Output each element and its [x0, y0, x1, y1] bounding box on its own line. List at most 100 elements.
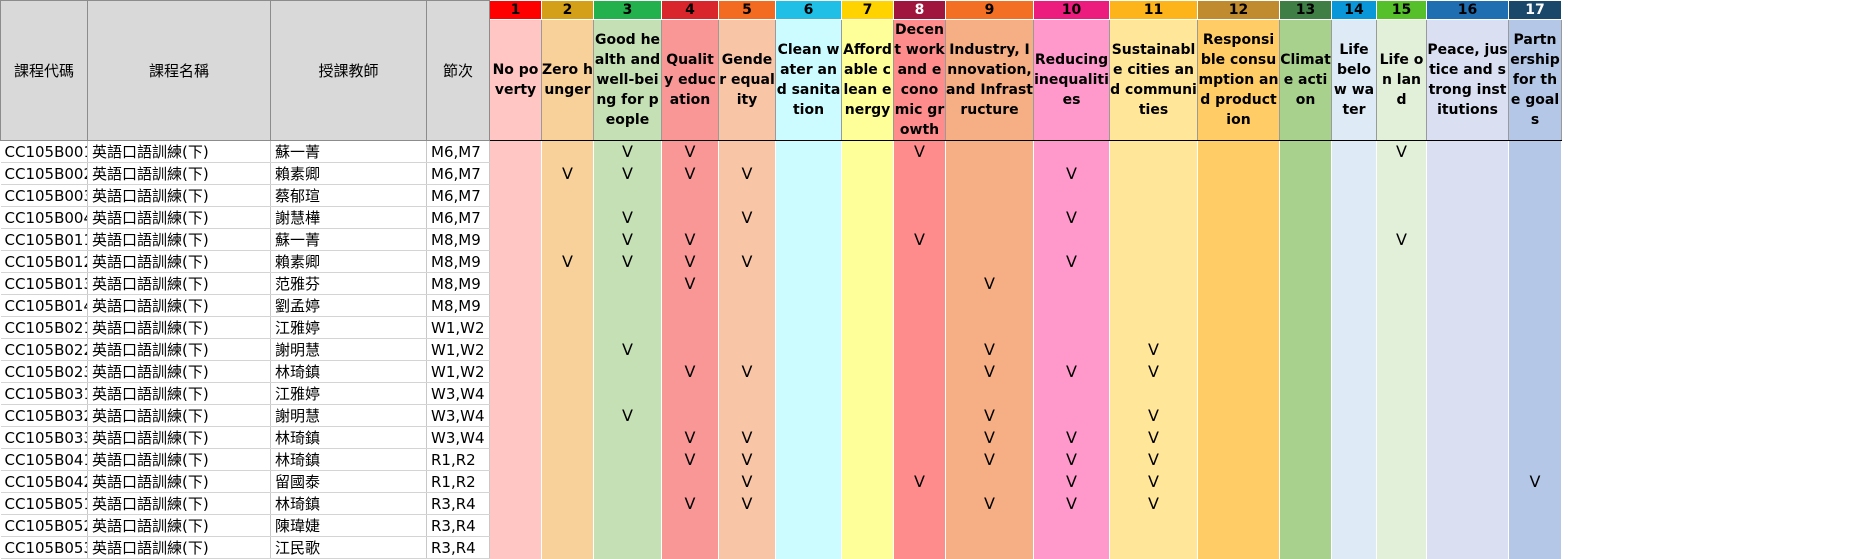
- goal-cell-4[interactable]: [661, 294, 719, 317]
- goal-cell-16[interactable]: [1426, 250, 1509, 273]
- goal-cell-10[interactable]: [1033, 404, 1110, 427]
- goal-cell-4[interactable]: V: [661, 140, 719, 163]
- goal-cell-7[interactable]: [841, 382, 894, 405]
- goal-cell-7[interactable]: [841, 294, 894, 317]
- course-code-cell[interactable]: CC105B041: [0, 448, 88, 471]
- goal-cell-17[interactable]: [1508, 514, 1562, 537]
- goal-number-17[interactable]: 17: [1508, 0, 1562, 20]
- period-cell[interactable]: M8,M9: [426, 228, 490, 251]
- goal-cell-3[interactable]: V: [593, 162, 662, 185]
- goal-cell-7[interactable]: [841, 338, 894, 361]
- goal-cell-15[interactable]: [1376, 536, 1427, 559]
- goal-cell-1[interactable]: [489, 184, 542, 207]
- teacher-cell[interactable]: 林琦鎮: [270, 360, 427, 383]
- header-period[interactable]: 節次: [426, 0, 490, 141]
- goal-cell-9[interactable]: [945, 382, 1034, 405]
- goal-cell-17[interactable]: [1508, 404, 1562, 427]
- goal-cell-11[interactable]: [1109, 294, 1198, 317]
- goal-cell-10[interactable]: [1033, 184, 1110, 207]
- goal-cell-8[interactable]: [893, 162, 946, 185]
- goal-cell-11[interactable]: [1109, 250, 1198, 273]
- course-code-cell[interactable]: CC105B031: [0, 382, 88, 405]
- goal-cell-3[interactable]: [593, 360, 662, 383]
- teacher-cell[interactable]: 江雅婷: [270, 382, 427, 405]
- goal-cell-5[interactable]: V: [718, 206, 776, 229]
- period-cell[interactable]: M6,M7: [426, 184, 490, 207]
- goal-cell-5[interactable]: V: [718, 470, 776, 493]
- course-name-cell[interactable]: 英語口語訓練(下): [87, 162, 271, 185]
- goal-cell-8[interactable]: [893, 184, 946, 207]
- goal-cell-12[interactable]: [1197, 514, 1280, 537]
- course-name-cell[interactable]: 英語口語訓練(下): [87, 338, 271, 361]
- goal-cell-16[interactable]: [1426, 470, 1509, 493]
- goal-cell-13[interactable]: [1279, 514, 1332, 537]
- goal-cell-15[interactable]: [1376, 514, 1427, 537]
- goal-cell-14[interactable]: [1331, 426, 1377, 449]
- goal-cell-6[interactable]: [775, 140, 842, 163]
- period-cell[interactable]: W3,W4: [426, 382, 490, 405]
- goal-cell-17[interactable]: [1508, 206, 1562, 229]
- goal-cell-3[interactable]: [593, 316, 662, 339]
- teacher-cell[interactable]: 蔡郁瑄: [270, 184, 427, 207]
- course-code-cell[interactable]: CC105B053: [0, 536, 88, 559]
- goal-cell-4[interactable]: [661, 382, 719, 405]
- goal-cell-3[interactable]: [593, 272, 662, 295]
- goal-number-8[interactable]: 8: [893, 0, 946, 20]
- teacher-cell[interactable]: 劉孟婷: [270, 294, 427, 317]
- goal-cell-7[interactable]: [841, 206, 894, 229]
- header-course-code[interactable]: 課程代碼: [0, 0, 88, 141]
- goal-cell-6[interactable]: [775, 250, 842, 273]
- goal-cell-8[interactable]: [893, 250, 946, 273]
- goal-cell-8[interactable]: [893, 536, 946, 559]
- teacher-cell[interactable]: 謝明慧: [270, 338, 427, 361]
- goal-cell-14[interactable]: [1331, 228, 1377, 251]
- goal-cell-2[interactable]: [541, 184, 594, 207]
- goal-cell-13[interactable]: [1279, 162, 1332, 185]
- goal-cell-16[interactable]: [1426, 162, 1509, 185]
- goal-cell-17[interactable]: [1508, 316, 1562, 339]
- goal-cell-12[interactable]: [1197, 382, 1280, 405]
- goal-cell-4[interactable]: V: [661, 448, 719, 471]
- goal-cell-5[interactable]: [718, 272, 776, 295]
- course-name-cell[interactable]: 英語口語訓練(下): [87, 360, 271, 383]
- goal-cell-1[interactable]: [489, 448, 542, 471]
- course-name-cell[interactable]: 英語口語訓練(下): [87, 404, 271, 427]
- goal-cell-11[interactable]: [1109, 228, 1198, 251]
- goal-cell-13[interactable]: [1279, 272, 1332, 295]
- goal-cell-13[interactable]: [1279, 184, 1332, 207]
- teacher-cell[interactable]: 范雅芬: [270, 272, 427, 295]
- goal-cell-6[interactable]: [775, 382, 842, 405]
- goal-cell-12[interactable]: [1197, 272, 1280, 295]
- goal-number-4[interactable]: 4: [661, 0, 719, 20]
- goal-cell-10[interactable]: [1033, 272, 1110, 295]
- goal-label-4[interactable]: Quality education: [661, 19, 719, 141]
- goal-cell-11[interactable]: [1109, 382, 1198, 405]
- goal-cell-16[interactable]: [1426, 294, 1509, 317]
- goal-cell-15[interactable]: [1376, 448, 1427, 471]
- goal-cell-10[interactable]: V: [1033, 206, 1110, 229]
- goal-cell-3[interactable]: V: [593, 250, 662, 273]
- goal-cell-1[interactable]: [489, 294, 542, 317]
- goal-cell-4[interactable]: [661, 206, 719, 229]
- goal-cell-8[interactable]: [893, 338, 946, 361]
- goal-cell-1[interactable]: [489, 426, 542, 449]
- goal-cell-4[interactable]: [661, 338, 719, 361]
- goal-cell-9[interactable]: V: [945, 360, 1034, 383]
- goal-cell-4[interactable]: [661, 184, 719, 207]
- goal-cell-12[interactable]: [1197, 316, 1280, 339]
- goal-cell-1[interactable]: [489, 536, 542, 559]
- goal-cell-1[interactable]: [489, 470, 542, 493]
- goal-cell-2[interactable]: [541, 206, 594, 229]
- goal-cell-3[interactable]: V: [593, 228, 662, 251]
- goal-cell-16[interactable]: [1426, 338, 1509, 361]
- course-code-cell[interactable]: CC105B013: [0, 272, 88, 295]
- goal-cell-10[interactable]: [1033, 316, 1110, 339]
- course-name-cell[interactable]: 英語口語訓練(下): [87, 184, 271, 207]
- course-code-cell[interactable]: CC105B004: [0, 206, 88, 229]
- goal-cell-7[interactable]: [841, 360, 894, 383]
- goal-cell-1[interactable]: [489, 360, 542, 383]
- goal-cell-5[interactable]: [718, 140, 776, 163]
- teacher-cell[interactable]: 賴素卿: [270, 250, 427, 273]
- goal-cell-17[interactable]: [1508, 360, 1562, 383]
- goal-cell-4[interactable]: V: [661, 360, 719, 383]
